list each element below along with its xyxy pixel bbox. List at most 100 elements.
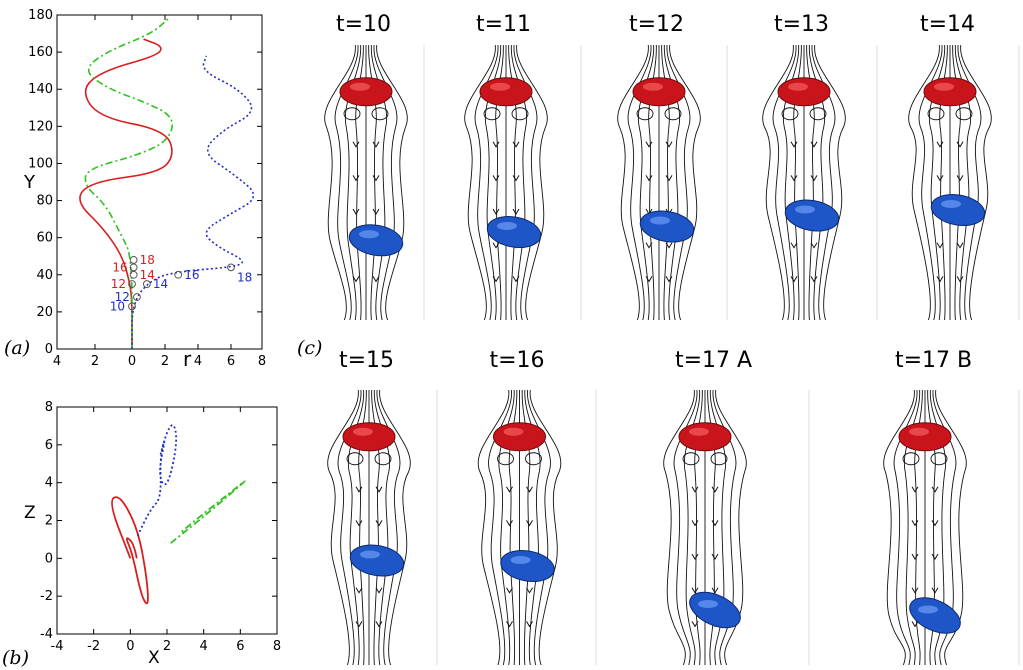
panel-b-y-tick-label: 4 [45, 476, 53, 491]
flow-arrow-icon [810, 276, 818, 283]
vortex-loop [955, 107, 973, 121]
panel-b-frame [56, 406, 278, 635]
vortex-loop [902, 452, 920, 466]
panel-a-label: (a) [4, 337, 31, 359]
panel-a-y-tick-label: 80 [36, 194, 53, 209]
panel-b-x-tick-label: 0 [126, 639, 134, 654]
flow-arrow-icon [956, 175, 964, 182]
flow-arrow-icon [691, 520, 699, 527]
panel-b-y-tick-label: 8 [45, 400, 53, 415]
streamline [327, 390, 359, 665]
panel-a-x-tick-label: 6 [227, 354, 235, 369]
flow-arrow-icon [936, 141, 944, 148]
vortex-loop [483, 107, 501, 121]
flow-arrow-icon [506, 520, 513, 527]
vortex-loop [664, 107, 682, 121]
flow-arrow-icon [526, 520, 533, 527]
flow-arrow-icon [911, 553, 919, 561]
flow-arrow-icon [375, 587, 383, 594]
flow-arrow-icon [352, 175, 360, 182]
panel-a-marker-circle [129, 270, 138, 279]
panel-a-marker-label: 16 [112, 260, 127, 274]
panel-a-y-tick-label: 60 [36, 231, 53, 246]
panel-a-marker-circle [142, 280, 151, 288]
vortex-loop [346, 452, 364, 466]
row2-snapshot [830, 390, 1020, 665]
flow-arrow-icon [645, 141, 653, 148]
flow-arrow-icon [691, 553, 699, 561]
flow-arrow-icon [956, 242, 964, 249]
streamline [376, 45, 408, 320]
panel-a-marker-label: 12 [111, 277, 126, 291]
panel-a-marker-circle [129, 256, 138, 264]
streamline [814, 45, 846, 320]
flow-arrow-icon [372, 175, 380, 182]
blue-particle-highlight [941, 200, 961, 208]
streamline [516, 45, 548, 320]
row1-snapshot [307, 45, 425, 320]
panel-b-series-blue [136, 424, 178, 537]
red-particle [777, 77, 831, 107]
panel-a-y-tick-label: 140 [28, 82, 53, 97]
flow-arrow-icon [352, 208, 360, 216]
flow-arrow-icon [372, 141, 380, 148]
vortex-loop [374, 452, 392, 466]
panel-a-marker-circle [129, 263, 138, 272]
panel-b-x-tick-label: 8 [273, 639, 281, 654]
streamline [464, 45, 496, 320]
flow-arrow-icon [506, 587, 513, 594]
red-particle-highlight [490, 82, 510, 91]
panel-b-y-tick-label: 0 [45, 551, 53, 566]
flow-arrow-icon [512, 141, 520, 148]
snapshot-streamline-view [327, 390, 438, 665]
flow-arrow-icon [352, 141, 360, 148]
panel-a-y-tick-label: 40 [36, 268, 53, 283]
panel-b-x-tick-label: 6 [236, 639, 244, 654]
flow-arrow-icon [355, 520, 363, 527]
snapshot-time-label: t=17 A [675, 348, 753, 373]
panel-b-y-axis-label: Z [24, 503, 36, 523]
streamline [960, 45, 992, 320]
flow-arrow-icon [645, 175, 653, 182]
red-particle-highlight [788, 82, 808, 91]
streamline [883, 390, 915, 665]
streamline [379, 390, 411, 665]
red-particle [898, 422, 952, 452]
panel-b-y-tick-label: -4 [40, 627, 53, 642]
panel-b-series [111, 424, 246, 605]
row1-snapshot [430, 45, 582, 320]
panel-a-marker-label: 14 [153, 277, 168, 291]
flow-arrow-icon [790, 242, 798, 249]
vortex-loop [781, 107, 799, 121]
panel-b-xz-plot: -4 -2 0 2 4 6 8 -4 -2 0 2 4 6 8 X Z [24, 400, 281, 668]
snapshot-streamline-view [762, 45, 878, 320]
panel-a-y-tick-label: 160 [28, 45, 53, 60]
panel-a-x-tick-label: 8 [258, 354, 266, 369]
flow-arrow-icon [526, 587, 533, 594]
blue-particle-highlight [497, 222, 517, 230]
panel-a-marker-circle [133, 293, 141, 301]
panel-b-series-red [111, 496, 149, 605]
flow-arrow-icon [810, 175, 818, 182]
snapshot-time-label: t=15 [339, 348, 395, 373]
flow-arrow-icon [665, 175, 673, 182]
panel-a-marker-label: 16 [184, 268, 199, 282]
blue-particle-highlight [698, 600, 718, 608]
flow-arrow-icon [355, 486, 363, 493]
panel-a-y-axis-label: Y [23, 172, 36, 193]
red-particle [493, 422, 546, 452]
row1-snapshot [880, 45, 1020, 320]
panel-b-x-tick-label: 4 [200, 639, 208, 654]
panel-c-label: (c) [297, 337, 323, 359]
flow-arrow-icon [911, 587, 919, 594]
flow-arrow-icon [711, 520, 719, 527]
snapshot-streamline-view [908, 45, 1020, 320]
flow-arrow-icon [355, 621, 363, 628]
red-particle-highlight [934, 82, 954, 91]
flow-arrow-icon [711, 587, 719, 594]
panel-a-series-blue [131, 55, 255, 349]
snapshot-time-label: t=12 [629, 12, 685, 37]
panel-a-x-tick-label: 4 [53, 354, 61, 369]
snapshot-streamline-view [464, 45, 582, 320]
flow-arrow-icon [355, 587, 363, 594]
